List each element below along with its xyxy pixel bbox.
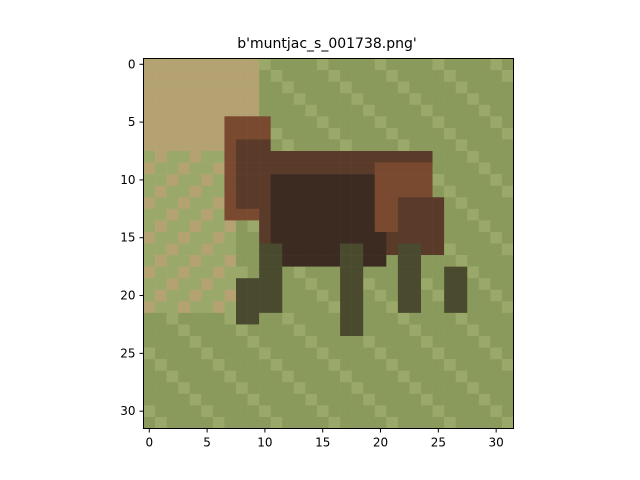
- y-tick-label: 25: [120, 346, 135, 360]
- y-tick-label: 0: [128, 57, 136, 71]
- x-tick-label: 5: [203, 436, 211, 450]
- image-plot: [143, 58, 514, 429]
- x-axis: 0 5 10 15 20 25 30: [145, 428, 504, 450]
- y-axis: 0 5 10 15 20 25 30: [120, 57, 144, 418]
- pixel-image: [143, 58, 514, 429]
- x-tick-label: 30: [489, 436, 504, 450]
- y-tick-label: 5: [128, 115, 136, 129]
- y-tick-label: 10: [120, 173, 135, 187]
- figure-title: b'muntjac_s_001738.png': [237, 36, 416, 52]
- x-tick-label: 20: [373, 436, 388, 450]
- x-tick-label: 15: [315, 436, 330, 450]
- y-tick-label: 30: [120, 404, 135, 418]
- y-tick-label: 20: [120, 289, 135, 303]
- y-tick-label: 15: [120, 231, 135, 245]
- x-tick-label: 0: [145, 436, 153, 450]
- x-tick-label: 10: [257, 436, 272, 450]
- axes-frame: [143, 58, 514, 429]
- x-tick-label: 25: [431, 436, 446, 450]
